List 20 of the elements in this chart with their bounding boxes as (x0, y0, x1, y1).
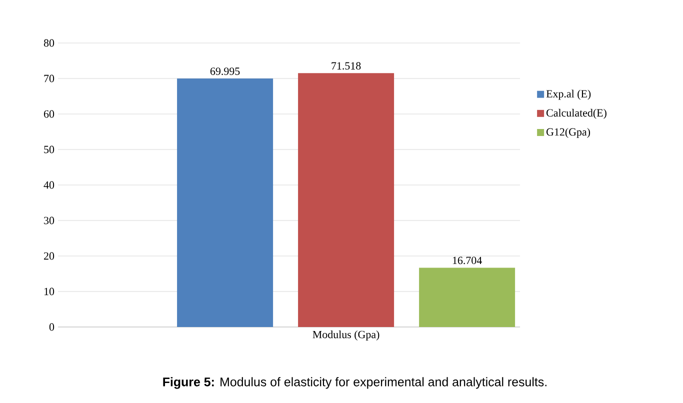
y-tick-label: 70 (44, 74, 54, 82)
legend-label: Exp.al (E) (546, 90, 591, 100)
legend-label: G12(Gpa) (546, 128, 590, 138)
legend-label: Calculated(E) (546, 108, 606, 119)
x-tick-label: Modulus (Gpa) (312, 330, 380, 340)
text: Figure 5: Modulus of elasticity for experimental and analytical results. (163, 377, 546, 389)
data-label: 71.518 (332, 62, 361, 70)
y-tick-label: 10 (44, 288, 54, 296)
bar (298, 73, 394, 327)
bar (419, 268, 516, 327)
y-tick-label: 0 (49, 323, 54, 331)
data-label: 69.995 (210, 68, 240, 75)
y-tick-label: 40 (44, 181, 54, 189)
y-tick-label: 30 (44, 216, 54, 224)
y-tick-label: 60 (44, 110, 54, 118)
y-tick-label: 50 (44, 146, 54, 154)
y-tick-label: 80 (44, 39, 54, 47)
bar (177, 78, 274, 327)
data-label: 16.704 (452, 256, 482, 264)
y-tick-label: 20 (44, 252, 54, 260)
